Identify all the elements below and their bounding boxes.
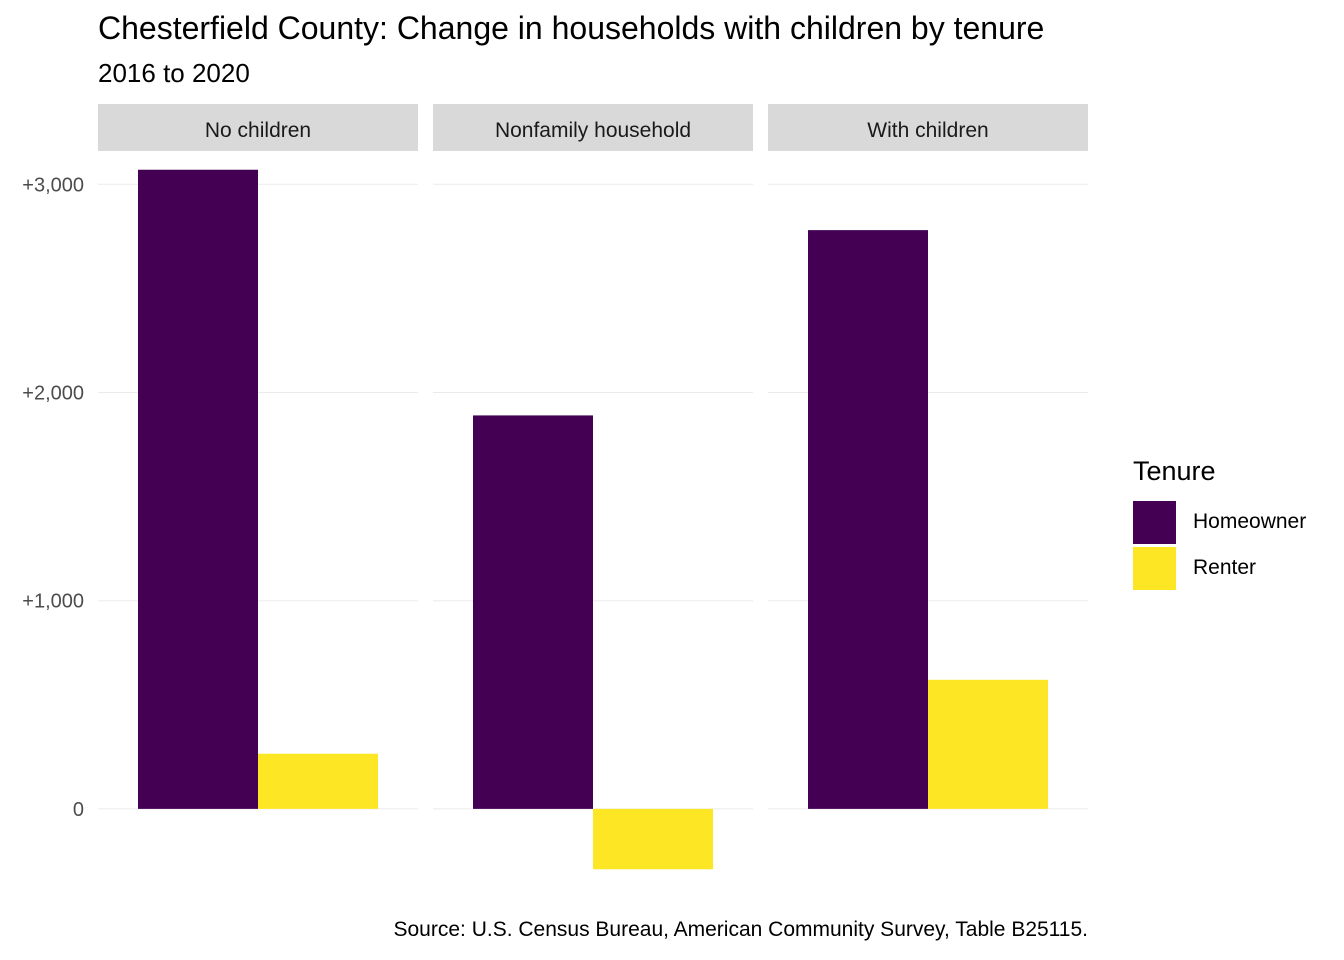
- facet-strip-label: No children: [205, 119, 311, 142]
- chart-title: Chesterfield County: Change in household…: [98, 10, 1045, 46]
- facet-strip: [768, 104, 1088, 151]
- bar-renter: [928, 679, 1048, 809]
- legend-label-renter: Renter: [1193, 556, 1257, 579]
- facet-strip-label: Nonfamily household: [495, 119, 691, 142]
- legend-item-renter: Renter: [1133, 545, 1306, 591]
- facet-strip: [433, 104, 753, 151]
- facet-strip-label: With children: [867, 119, 988, 142]
- bar-homeowner: [138, 169, 258, 809]
- bar-homeowner: [808, 230, 928, 809]
- legend-label-homeowner: Homeowner: [1193, 510, 1307, 533]
- legend-key-homeowner: [1133, 500, 1176, 544]
- bar-renter: [593, 808, 713, 870]
- legend-title: Tenure: [1133, 456, 1216, 486]
- legend-key-renter: [1133, 546, 1176, 590]
- bar-renter: [258, 753, 378, 809]
- y-tick-label: +3,000: [22, 174, 84, 196]
- y-tick-label: 0: [73, 799, 84, 821]
- facet-strip: [98, 104, 418, 151]
- y-tick-label: +2,000: [22, 383, 84, 405]
- bar-homeowner: [473, 415, 593, 809]
- source-caption: Source: U.S. Census Bureau, American Com…: [393, 918, 1088, 941]
- y-tick-label: +1,000: [22, 591, 84, 613]
- chart-subtitle: 2016 to 2020: [98, 58, 250, 88]
- legend-item-homeowner: Homeowner: [1133, 499, 1306, 545]
- legend: Tenure Homeowner Renter: [1133, 456, 1306, 591]
